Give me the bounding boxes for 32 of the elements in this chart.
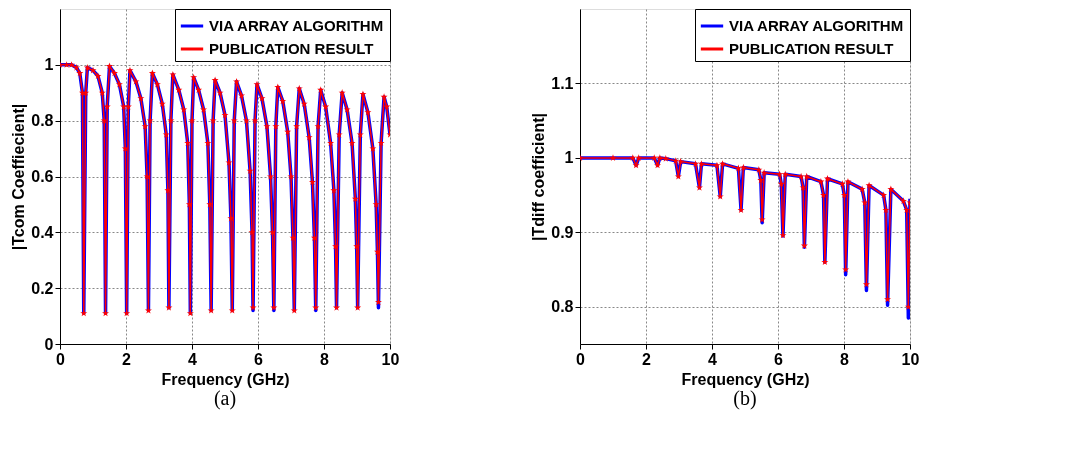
x-tick-label: 8 [840,350,850,368]
y-tick-label: 0.8 [551,298,574,316]
y-tick-label: 0.6 [31,168,54,185]
x-axis-title: Frequency (GHz) [681,370,810,388]
x-tick-label: 10 [381,350,400,368]
x-tick-label: 0 [56,350,66,368]
y-tick-label: 0 [44,335,54,353]
legend-label: VIA ARRAY ALGORITHM [209,17,384,34]
y-tick-label: 0.4 [31,223,54,241]
x-axis-title: Frequency (GHz) [161,370,290,388]
x-tick-label: 4 [188,350,198,368]
x-tick-label: 0 [576,350,586,368]
y-tick-label: 0.8 [31,112,54,130]
legend-label: VIA ARRAY ALGORITHM [729,17,904,34]
x-tick-label: 6 [254,350,264,368]
x-tick-label: 8 [320,350,330,368]
legend-label: PUBLICATION RESULT [209,40,374,57]
legend-label: PUBLICATION RESULT [729,40,894,57]
x-tick-label: 2 [122,350,132,368]
y-tick-label: 1.1 [551,74,574,92]
y-tick-label: 0.2 [31,279,54,297]
x-tick-label: 4 [708,350,718,368]
y-axis-title: |Tcom Coeffiecient| [10,103,28,251]
text: (a) [213,387,237,410]
y-tick-label: 0.9 [551,223,574,241]
x-tick-label: 10 [901,350,920,368]
x-tick-label: 2 [642,350,652,368]
x-tick-label: 6 [774,350,784,368]
text: (b) [733,387,757,410]
y-tick-label: 1 [44,56,54,74]
y-tick-label: 1 [564,149,574,167]
y-axis-title: |Tdiff coefficient| [530,112,548,242]
